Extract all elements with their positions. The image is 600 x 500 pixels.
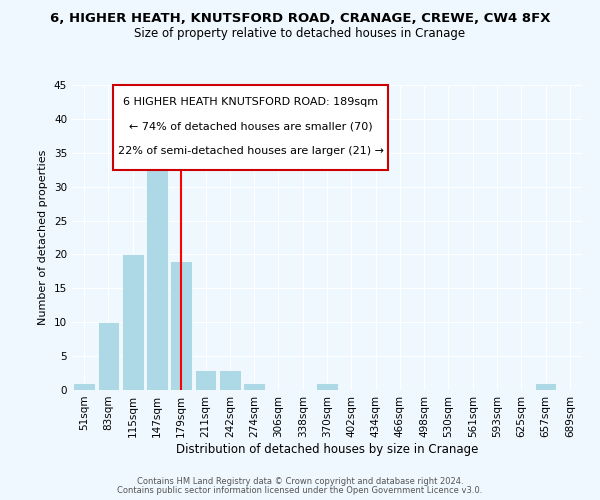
Bar	[73, 383, 95, 390]
Bar	[243, 383, 265, 390]
Text: 22% of semi-detached houses are larger (21) →: 22% of semi-detached houses are larger (…	[118, 146, 383, 156]
Bar	[219, 370, 241, 390]
Bar	[535, 383, 556, 390]
Bar	[194, 370, 217, 390]
Y-axis label: Number of detached properties: Number of detached properties	[38, 150, 49, 325]
Text: Contains public sector information licensed under the Open Government Licence v3: Contains public sector information licen…	[118, 486, 482, 495]
Text: ← 74% of detached houses are smaller (70): ← 74% of detached houses are smaller (70…	[128, 122, 373, 132]
Text: Contains HM Land Registry data © Crown copyright and database right 2024.: Contains HM Land Registry data © Crown c…	[137, 477, 463, 486]
Text: Size of property relative to detached houses in Cranage: Size of property relative to detached ho…	[134, 28, 466, 40]
X-axis label: Distribution of detached houses by size in Cranage: Distribution of detached houses by size …	[176, 442, 478, 456]
Bar	[316, 383, 338, 390]
Text: 6, HIGHER HEATH, KNUTSFORD ROAD, CRANAGE, CREWE, CW4 8FX: 6, HIGHER HEATH, KNUTSFORD ROAD, CRANAGE…	[50, 12, 550, 26]
Text: 6 HIGHER HEATH KNUTSFORD ROAD: 189sqm: 6 HIGHER HEATH KNUTSFORD ROAD: 189sqm	[123, 97, 378, 107]
Bar	[97, 322, 119, 390]
Bar	[146, 146, 168, 390]
FancyBboxPatch shape	[113, 85, 388, 170]
Bar	[122, 254, 143, 390]
Bar	[170, 261, 192, 390]
